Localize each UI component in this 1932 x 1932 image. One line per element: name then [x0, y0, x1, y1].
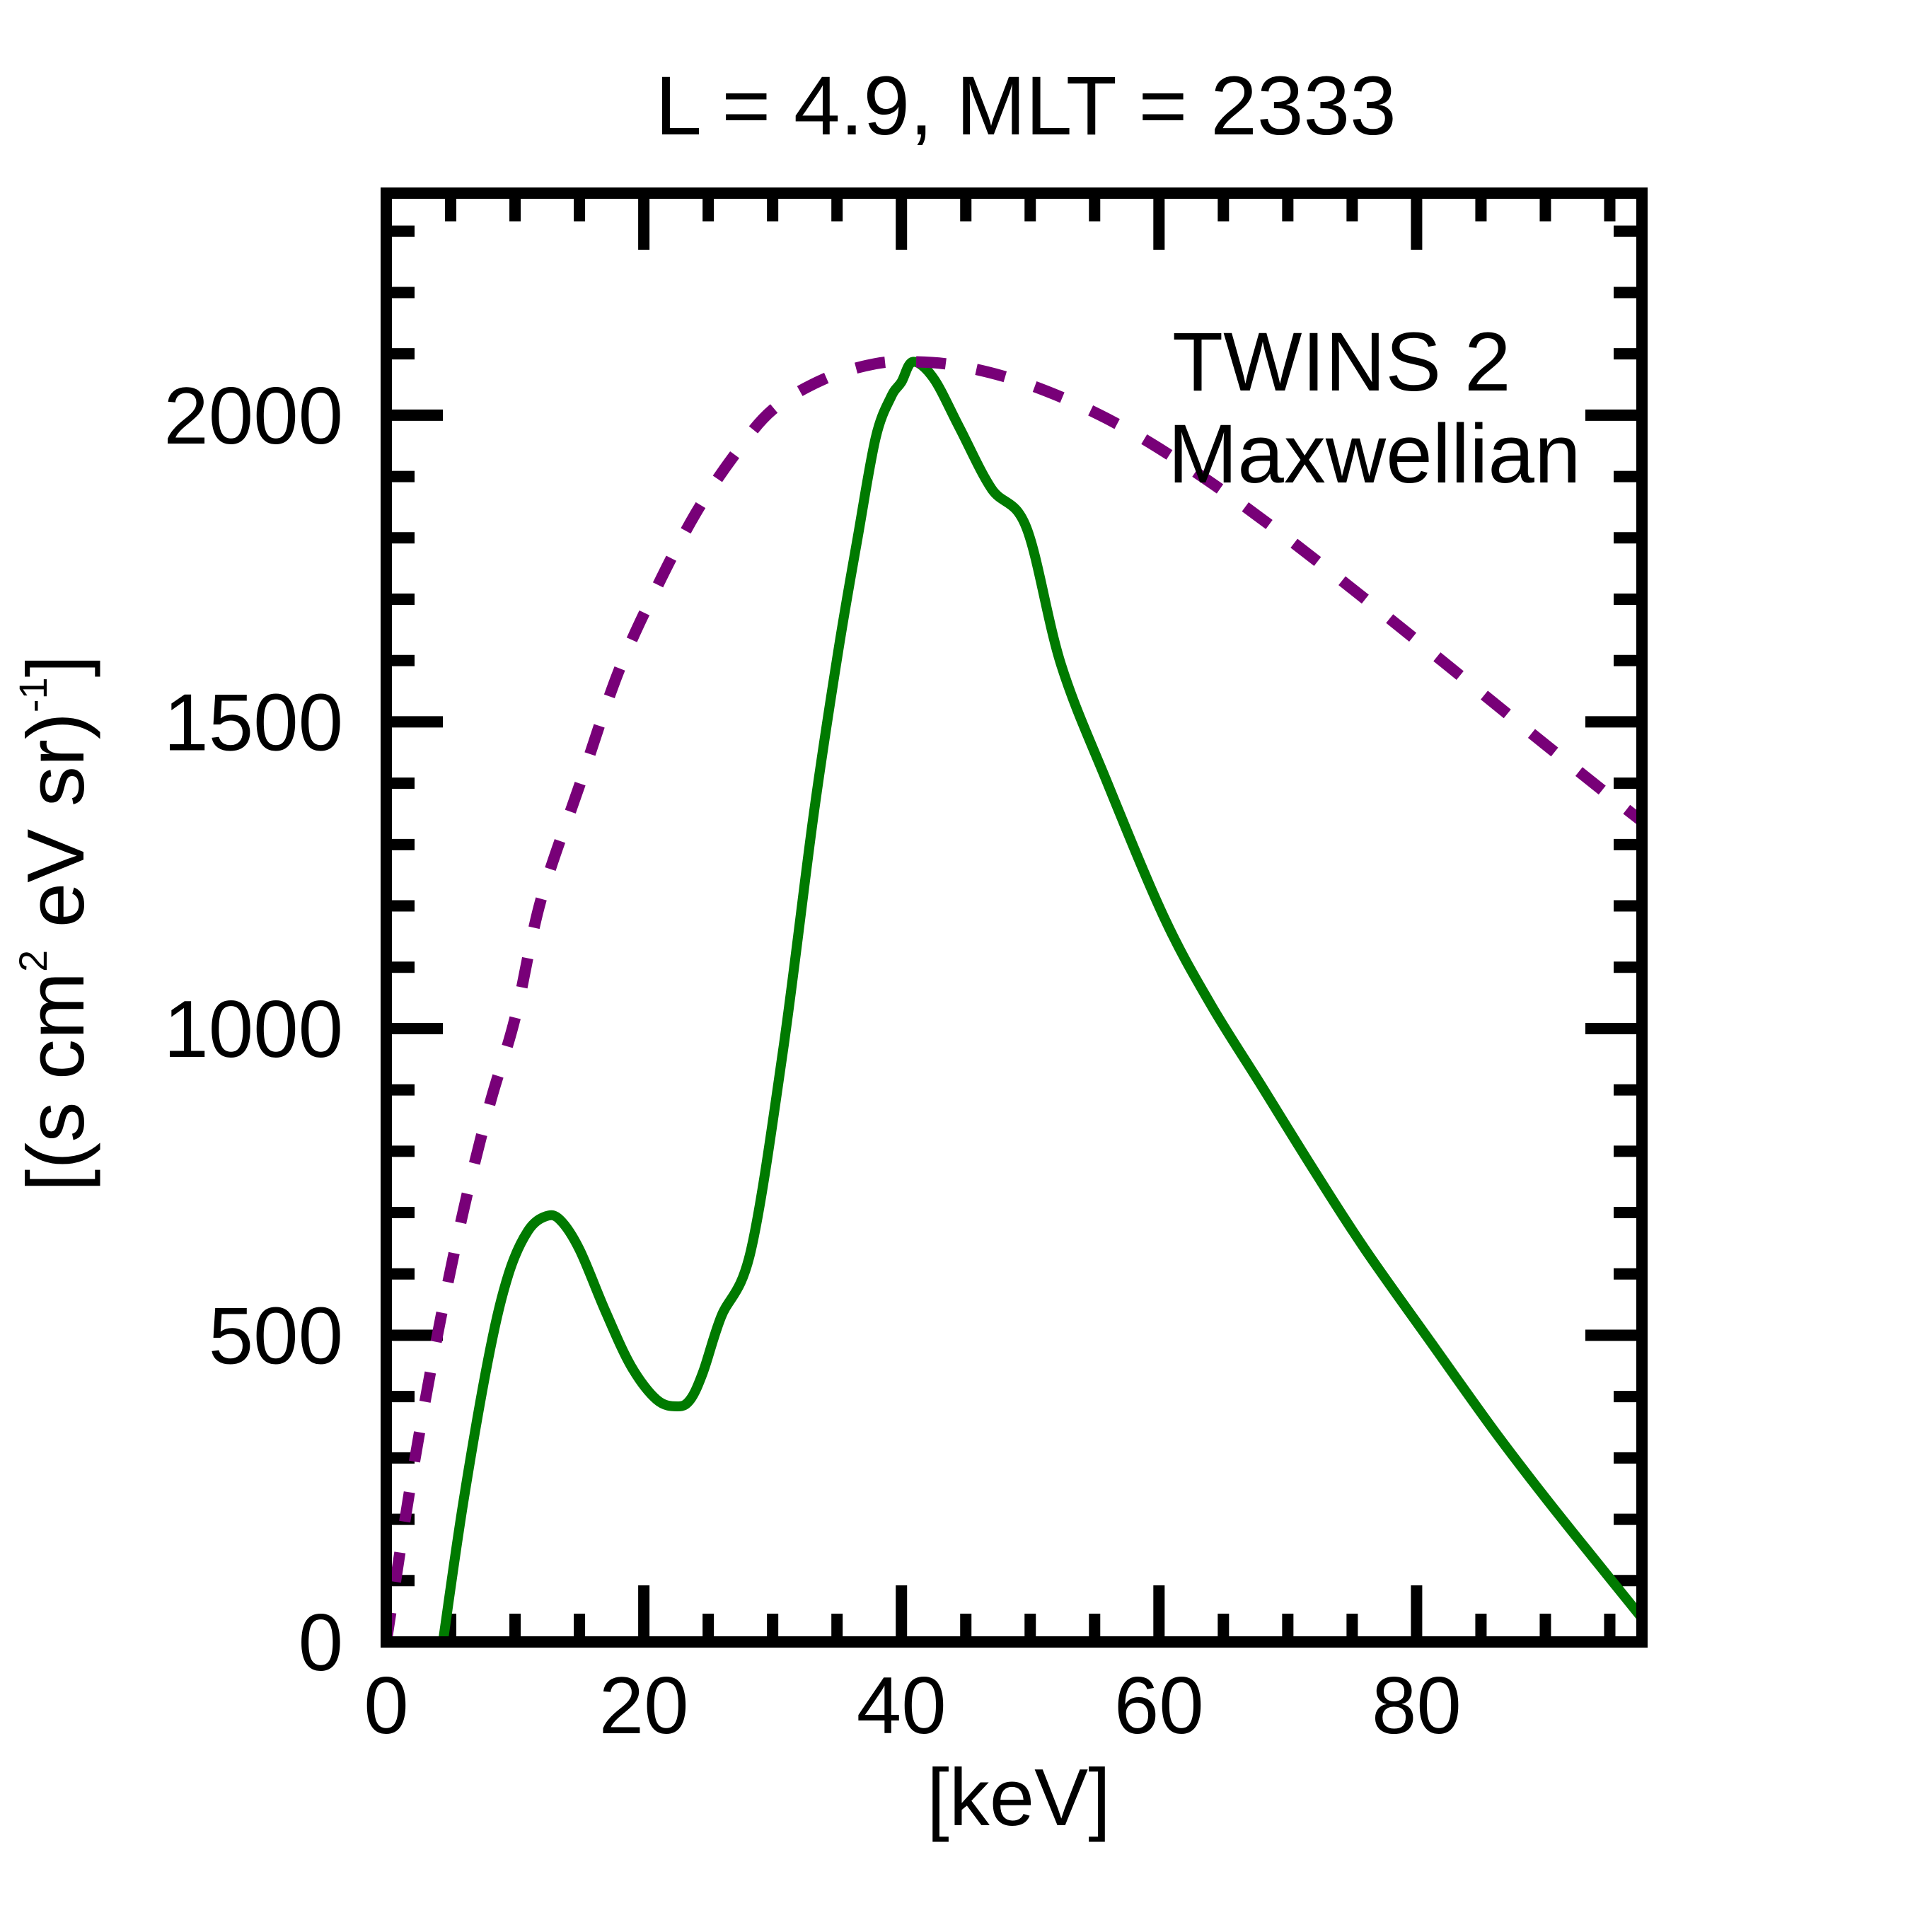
series-line-twins-2: [438, 357, 1642, 1642]
y-tick-label: 1500: [163, 678, 343, 768]
y-label-part: [(s cm: [11, 972, 101, 1191]
series-layer: [386, 356, 1642, 1642]
y-axis-label: [(s cm2 eV sr)-1]: [11, 655, 101, 1192]
y-label-superscript: 2: [11, 950, 55, 972]
tick-labels: 0 20 40 60 80 0 500 1000 1500 2000: [163, 371, 1461, 1751]
chart-title: L = 4.9, MLT = 2333: [655, 59, 1396, 153]
y-label-part: eV sr): [11, 712, 101, 950]
series-line-maxwellian: [386, 356, 1642, 1642]
y-label-part: ]: [11, 655, 101, 678]
x-tick-label: 80: [1372, 1661, 1462, 1751]
legend-entry-twins: TWINS 2: [1172, 316, 1511, 409]
y-tick-label: 1000: [163, 985, 343, 1075]
y-tick-label: 2000: [163, 371, 343, 461]
x-axis-label: [keV]: [927, 1753, 1111, 1843]
x-tick-label: 20: [599, 1661, 689, 1751]
y-label-superscript: -1: [11, 677, 55, 712]
plot-frame: [381, 187, 1648, 1648]
y-tick-label: 500: [209, 1291, 343, 1381]
x-tick-label: 40: [857, 1661, 947, 1751]
x-tick-label: 0: [364, 1661, 408, 1751]
x-tick-label: 60: [1114, 1661, 1204, 1751]
legend-entry-maxwellian: Maxwellian: [1168, 407, 1581, 501]
y-tick-label: 0: [299, 1598, 343, 1688]
